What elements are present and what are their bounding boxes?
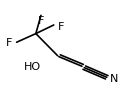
Text: N: N [110,74,118,84]
Text: F: F [38,16,44,26]
Text: F: F [58,22,65,32]
Text: HO: HO [23,62,41,72]
Text: F: F [6,38,12,48]
